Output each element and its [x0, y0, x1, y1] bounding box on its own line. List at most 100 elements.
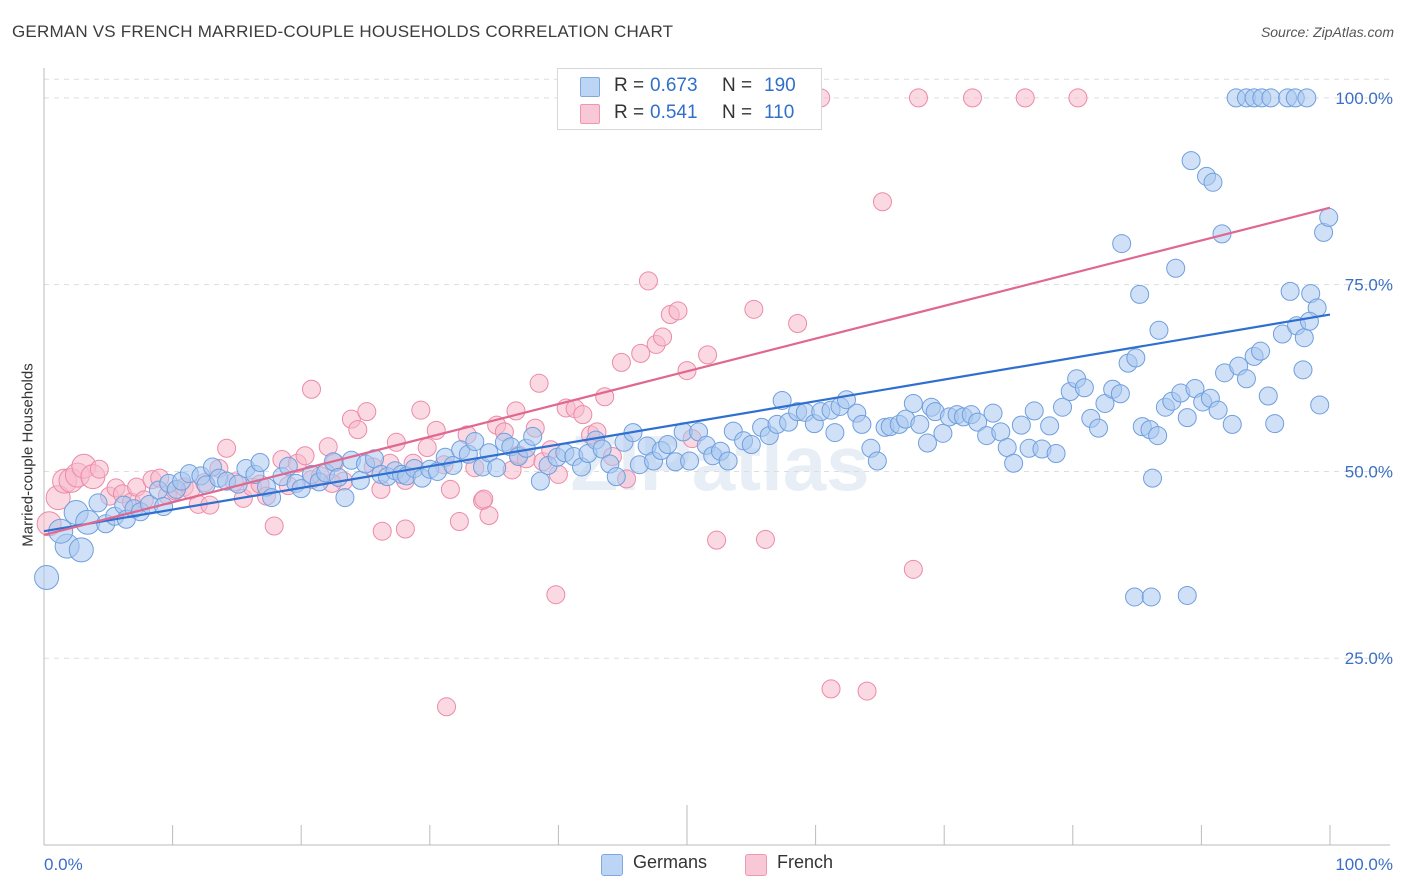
french-point — [755, 529, 775, 549]
germans-point — [1125, 587, 1145, 607]
germans-point — [917, 433, 937, 453]
germans-point — [1203, 172, 1223, 192]
chart-title: GERMAN VS FRENCH MARRIED-COUPLE HOUSEHOL… — [12, 22, 674, 41]
french-point — [301, 379, 321, 399]
germans-point — [910, 414, 930, 434]
germans-point — [1181, 151, 1201, 171]
french-point — [479, 506, 499, 526]
tick-labels: 25.0% 50.0% 75.0% 100.0% 0.0% 100.0% — [44, 89, 1393, 874]
french-point — [653, 327, 673, 347]
source-label: Source: ZipAtlas.com — [1260, 24, 1394, 40]
germans-point — [1143, 468, 1163, 488]
germans-point — [867, 451, 887, 471]
germans-point — [1319, 207, 1339, 227]
french-legend-label: French — [777, 852, 834, 872]
germans-point — [1272, 324, 1292, 344]
axes — [43, 68, 1390, 846]
french-point — [411, 400, 431, 420]
n-value: 110 — [764, 102, 795, 123]
n-value: 190 — [764, 75, 796, 96]
french-point — [638, 271, 658, 291]
n-label: N = — [722, 102, 753, 123]
french-point — [707, 530, 727, 550]
french-point — [872, 192, 892, 212]
french-point — [437, 697, 457, 717]
germans-point — [1166, 258, 1186, 278]
french-point — [903, 559, 923, 579]
germans-point — [1251, 341, 1271, 361]
french-point — [89, 459, 109, 479]
french-point — [386, 432, 406, 452]
germans-point — [1112, 234, 1132, 254]
germans-point — [1208, 400, 1228, 420]
germans-point — [1004, 453, 1024, 473]
germans-legend-swatch — [601, 854, 623, 876]
germans-point — [88, 493, 108, 513]
germans-point — [903, 393, 923, 413]
germans-point — [1130, 284, 1150, 304]
germans-point — [335, 488, 355, 508]
germans-point — [933, 423, 953, 443]
germans-point — [1280, 281, 1300, 301]
french-point — [529, 373, 549, 393]
french-trend-line — [43, 206, 1331, 537]
germans-point — [1265, 414, 1285, 434]
germans-point — [772, 390, 792, 410]
french-point — [357, 402, 377, 422]
y-tick-label: 50.0% — [1345, 462, 1393, 481]
germans-point — [1024, 401, 1044, 421]
r-value: 0.541 — [650, 102, 698, 123]
french-point — [217, 438, 237, 458]
french-point — [417, 438, 437, 458]
germans-point — [1310, 395, 1330, 415]
n-label: N = — [722, 75, 753, 96]
x-tick-label: 100.0% — [1335, 855, 1393, 874]
germans-point — [983, 403, 1003, 423]
x-tick-label: 0.0% — [44, 855, 83, 874]
y-tick-label: 25.0% — [1345, 649, 1393, 668]
germans-point — [1074, 378, 1094, 398]
germans-point — [718, 451, 738, 471]
germans-point — [1046, 444, 1066, 464]
french-point — [908, 88, 928, 108]
french-point — [788, 314, 808, 334]
germans-point — [1040, 416, 1060, 436]
french-point — [821, 679, 841, 699]
germans-point — [1236, 369, 1256, 389]
germans-point — [825, 423, 845, 443]
germans-point — [1297, 88, 1317, 108]
germans-point — [1293, 360, 1313, 380]
french-legend-swatch — [745, 854, 767, 876]
r-label: R = — [614, 75, 645, 96]
germans-point — [1126, 348, 1146, 368]
germans-point — [34, 565, 60, 591]
germans-point — [523, 426, 543, 446]
germans-point — [487, 458, 507, 478]
french-point — [348, 420, 368, 440]
germans-point — [1294, 328, 1314, 348]
germans-point — [1148, 426, 1168, 446]
germans-series — [34, 88, 1339, 607]
stats-legend: R = 0.673 N = 190 R = 0.541 N = 110 — [557, 68, 822, 130]
germans-point — [606, 467, 626, 487]
germans-point — [1053, 397, 1073, 417]
germans-point — [741, 435, 761, 455]
french-point — [573, 405, 593, 425]
french-point — [668, 301, 688, 321]
french-point — [744, 299, 764, 319]
french-point — [372, 521, 392, 541]
germans-point — [1141, 587, 1161, 607]
germans-point — [1011, 415, 1031, 435]
germans-point — [350, 470, 370, 490]
germans-point — [1177, 408, 1197, 428]
germans-point — [530, 471, 550, 491]
french-point — [611, 352, 631, 372]
germans-point — [1177, 585, 1197, 605]
r-label: R = — [614, 102, 645, 123]
germans-trend-line — [43, 313, 1331, 533]
germans-point — [592, 439, 612, 459]
germans-point — [1222, 414, 1242, 434]
y-tick-label: 100.0% — [1335, 89, 1393, 108]
french-point — [631, 343, 651, 363]
